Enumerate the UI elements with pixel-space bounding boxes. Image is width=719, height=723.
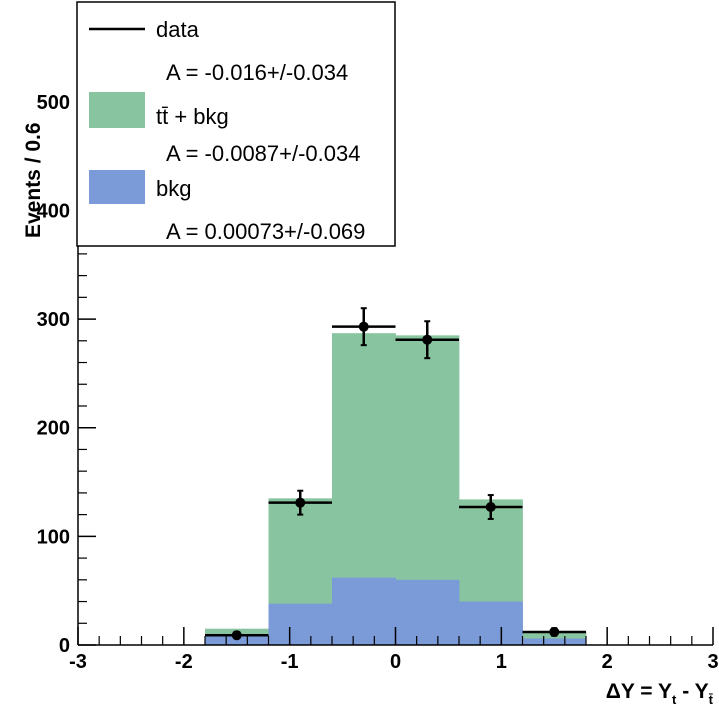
legend-data-asymmetry: A = -0.016+/-0.034 bbox=[166, 60, 348, 85]
legend-ttbkg-label-main: tt̄ bbox=[156, 104, 168, 129]
data-point-0 bbox=[231, 630, 242, 641]
data-point-2 bbox=[358, 321, 369, 332]
legend-bkg-asymmetry: A = 0.00073+/-0.069 bbox=[166, 219, 365, 244]
legend-data-label: data bbox=[156, 17, 200, 42]
bar-bkg-5 bbox=[395, 579, 460, 645]
y-axis-title: Events / 0.6 bbox=[22, 122, 45, 238]
x-tick-label-3: 0 bbox=[390, 651, 401, 673]
legend-ttbkg-label: tt̄ + bkg bbox=[156, 104, 229, 129]
x-tick-label-0: -3 bbox=[69, 651, 87, 673]
bar-bkg-6 bbox=[459, 601, 523, 645]
x-tick-label-2: -1 bbox=[281, 651, 299, 673]
y-tick-label-3: 300 bbox=[37, 309, 70, 331]
legend-ttbkg-swatch bbox=[89, 92, 145, 128]
y-tick-label-1: 100 bbox=[37, 526, 70, 548]
legend-bkg-swatch bbox=[89, 170, 145, 204]
y-axis-label: Events / 0.6 bbox=[22, 122, 45, 238]
bar-bkg-2 bbox=[205, 636, 269, 645]
x-axis-title: ΔY = Yt - Yt̄ bbox=[606, 680, 714, 707]
data-point-5 bbox=[549, 626, 560, 637]
y-tick-label-0: 0 bbox=[59, 635, 70, 657]
x-axis-label-mid: - Y bbox=[676, 680, 708, 703]
bar-bkg-3 bbox=[268, 603, 333, 645]
data-point-4 bbox=[485, 502, 496, 513]
x-tick-label-6: 3 bbox=[707, 651, 718, 673]
bar-bkg-4 bbox=[332, 577, 396, 645]
y-tick-label-4: 400 bbox=[37, 200, 70, 222]
legend-ttbkg-label-rest: + bkg bbox=[168, 104, 229, 129]
data-point-1 bbox=[295, 497, 306, 508]
x-axis-label-sub2: t̄ bbox=[709, 692, 714, 707]
x-tick-label-1: -2 bbox=[175, 651, 193, 673]
y-tick-label-2: 200 bbox=[37, 418, 70, 440]
y-tick-label-5: 500 bbox=[37, 92, 70, 114]
x-axis-label: ΔY = Yt - Yt̄ bbox=[606, 680, 714, 707]
legend: data A = -0.016+/-0.034 tt̄ + bkg A = -0… bbox=[76, 1, 396, 247]
bar-bkg-7 bbox=[522, 638, 587, 645]
data-points bbox=[205, 307, 586, 641]
legend-bkg-label: bkg bbox=[156, 176, 191, 201]
legend-ttbkg-asymmetry: A = -0.0087+/-0.034 bbox=[166, 141, 361, 166]
data-point-3 bbox=[422, 334, 433, 345]
x-tick-label-5: 2 bbox=[602, 651, 613, 673]
x-axis-label-sub1: t bbox=[672, 692, 677, 707]
x-axis-label-main: ΔY = Y bbox=[606, 680, 672, 703]
x-tick-label-4: 1 bbox=[496, 651, 507, 673]
histogram-bars bbox=[205, 333, 587, 645]
